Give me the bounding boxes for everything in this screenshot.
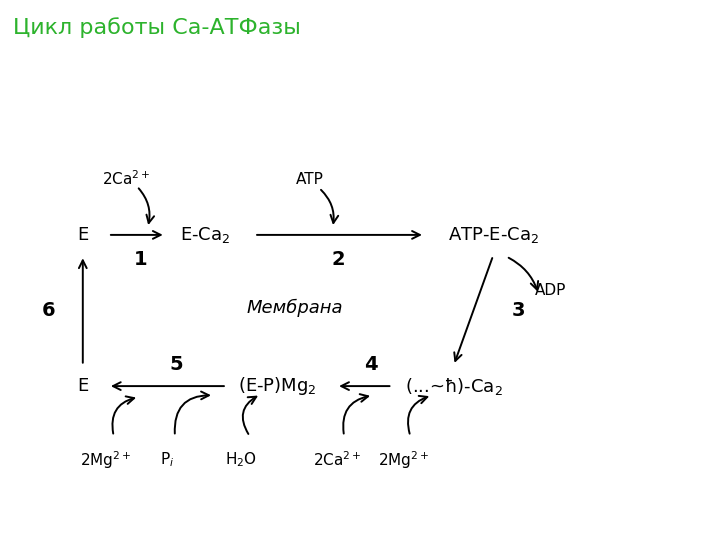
Text: 1: 1: [134, 249, 147, 269]
Text: E-Ca$_2$: E-Ca$_2$: [180, 225, 230, 245]
Text: 2Mg$^{2+}$: 2Mg$^{2+}$: [377, 449, 429, 471]
Text: 3: 3: [512, 301, 525, 320]
Text: (...~ħ)-Ca$_2$: (...~ħ)-Ca$_2$: [405, 376, 503, 396]
Text: H$_2$O: H$_2$O: [225, 451, 257, 469]
Text: Цикл работы Са-АТФазы: Цикл работы Са-АТФазы: [13, 17, 301, 38]
Text: 2: 2: [332, 249, 345, 269]
Text: P$_i$: P$_i$: [160, 451, 174, 469]
Text: E: E: [77, 377, 89, 395]
Text: Мембрана: Мембрана: [247, 299, 343, 317]
Text: 6: 6: [42, 301, 55, 320]
Text: E: E: [77, 226, 89, 244]
Text: 5: 5: [170, 355, 183, 374]
Text: ADP: ADP: [535, 283, 567, 298]
Text: 2Ca$^{2+}$: 2Ca$^{2+}$: [102, 169, 150, 187]
Text: ATP: ATP: [296, 172, 323, 187]
Text: 2Mg$^{2+}$: 2Mg$^{2+}$: [80, 449, 132, 471]
Text: (E-P)Mg$_2$: (E-P)Mg$_2$: [238, 375, 317, 397]
Text: ATP-E-Ca$_2$: ATP-E-Ca$_2$: [448, 225, 539, 245]
Text: 4: 4: [364, 355, 377, 374]
Text: 2Ca$^{2+}$: 2Ca$^{2+}$: [312, 451, 361, 469]
